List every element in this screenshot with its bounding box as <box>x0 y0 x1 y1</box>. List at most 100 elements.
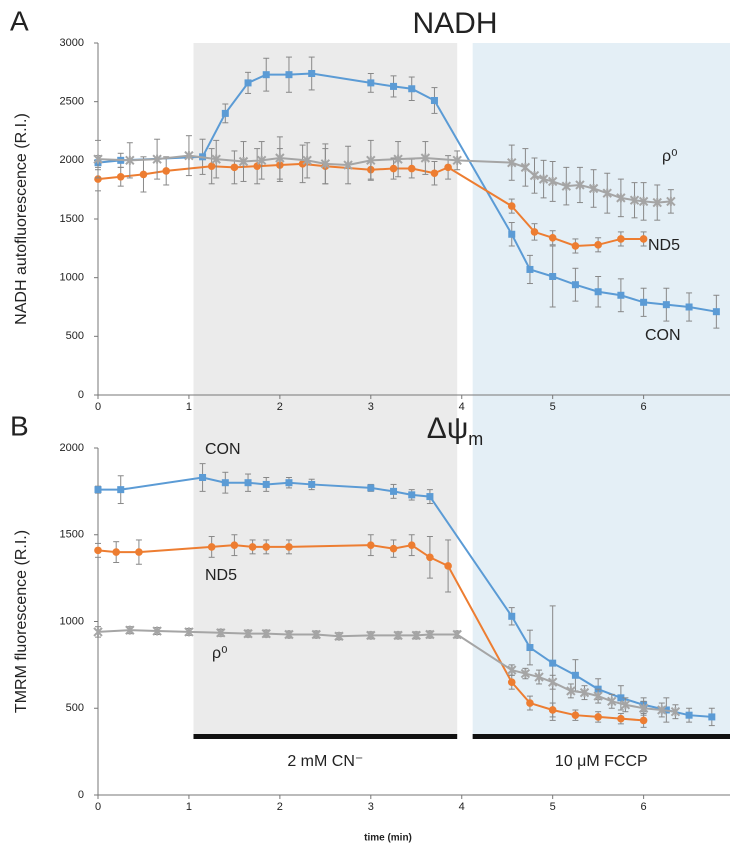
marker <box>152 626 162 636</box>
marker <box>425 629 435 640</box>
marker <box>135 548 143 556</box>
marker <box>607 696 617 707</box>
marker <box>367 541 375 549</box>
marker <box>452 155 462 166</box>
marker <box>248 543 257 551</box>
marker <box>507 678 516 687</box>
series-label: ρ⁰ <box>212 645 228 662</box>
marker <box>343 160 353 170</box>
marker <box>571 671 579 679</box>
marker <box>284 629 294 640</box>
marker <box>207 162 216 170</box>
marker <box>507 202 516 210</box>
marker <box>244 479 252 487</box>
marker <box>393 154 403 164</box>
marker <box>302 155 312 166</box>
marker <box>571 242 580 250</box>
marker <box>230 163 239 172</box>
marker <box>561 181 572 191</box>
marker <box>526 699 534 707</box>
marker <box>390 487 398 495</box>
marker <box>243 628 253 639</box>
marker <box>366 630 376 641</box>
marker <box>530 228 539 236</box>
marker <box>390 82 398 90</box>
marker <box>566 686 576 696</box>
marker <box>430 169 439 178</box>
marker <box>117 486 125 494</box>
marker <box>685 711 693 719</box>
marker <box>261 628 271 639</box>
marker <box>639 716 648 725</box>
marker <box>320 159 331 169</box>
y-tick-label: 1500 <box>60 529 84 541</box>
marker <box>199 473 207 481</box>
series-label: ND5 <box>648 237 680 254</box>
marker <box>238 156 249 167</box>
marker <box>285 543 293 551</box>
marker <box>617 235 625 243</box>
marker <box>125 155 135 166</box>
marker <box>549 272 557 280</box>
marker <box>94 175 102 183</box>
x-tick-label: 2 <box>277 401 283 413</box>
marker <box>529 170 540 181</box>
marker <box>685 303 693 311</box>
x-tick-label: 2 <box>277 801 283 813</box>
panel-letter: A <box>10 5 29 36</box>
marker <box>408 85 416 93</box>
marker <box>308 480 316 488</box>
x-axis-label: time (min) <box>364 833 412 844</box>
marker <box>93 627 103 637</box>
marker <box>708 713 716 721</box>
marker <box>334 631 344 641</box>
treatment-shading <box>472 43 730 737</box>
marker <box>112 548 120 556</box>
marker <box>640 298 648 306</box>
marker <box>629 195 640 205</box>
x-tick-label: 3 <box>368 401 374 413</box>
x-tick-label: 1 <box>186 801 192 813</box>
marker <box>575 180 585 190</box>
marker <box>579 687 590 698</box>
marker <box>426 553 434 562</box>
series-line <box>97 72 717 313</box>
marker <box>662 301 670 309</box>
marker <box>308 70 316 78</box>
marker <box>430 96 438 104</box>
marker <box>262 543 271 551</box>
marker <box>670 707 681 717</box>
marker <box>526 644 534 652</box>
marker <box>444 163 452 172</box>
marker <box>230 541 239 549</box>
marker <box>571 281 579 289</box>
series-line <box>98 476 712 718</box>
marker <box>152 154 162 164</box>
marker <box>666 196 676 207</box>
marker <box>275 153 285 163</box>
x-tick-label: 4 <box>459 801 465 813</box>
marker <box>311 629 321 640</box>
series-label: ND5 <box>205 567 237 584</box>
marker <box>93 154 103 164</box>
y-tick-label: 3000 <box>60 37 84 49</box>
series-label: ρ⁰ <box>662 148 678 165</box>
chart-title: Δψm <box>427 412 483 449</box>
marker <box>520 162 531 173</box>
marker <box>638 196 649 207</box>
x-tick-label: 6 <box>641 401 647 413</box>
marker <box>444 562 452 570</box>
marker <box>508 612 516 620</box>
marker <box>211 154 221 164</box>
marker <box>389 164 398 173</box>
marker <box>534 672 544 682</box>
marker <box>571 711 580 719</box>
marker <box>139 170 148 179</box>
marker <box>285 479 293 487</box>
y-tick-label: 500 <box>66 702 84 714</box>
title-subscript: m <box>468 429 483 449</box>
marker <box>526 265 534 273</box>
marker <box>116 172 125 181</box>
y-tick-label: 0 <box>78 789 84 801</box>
marker <box>620 700 631 710</box>
